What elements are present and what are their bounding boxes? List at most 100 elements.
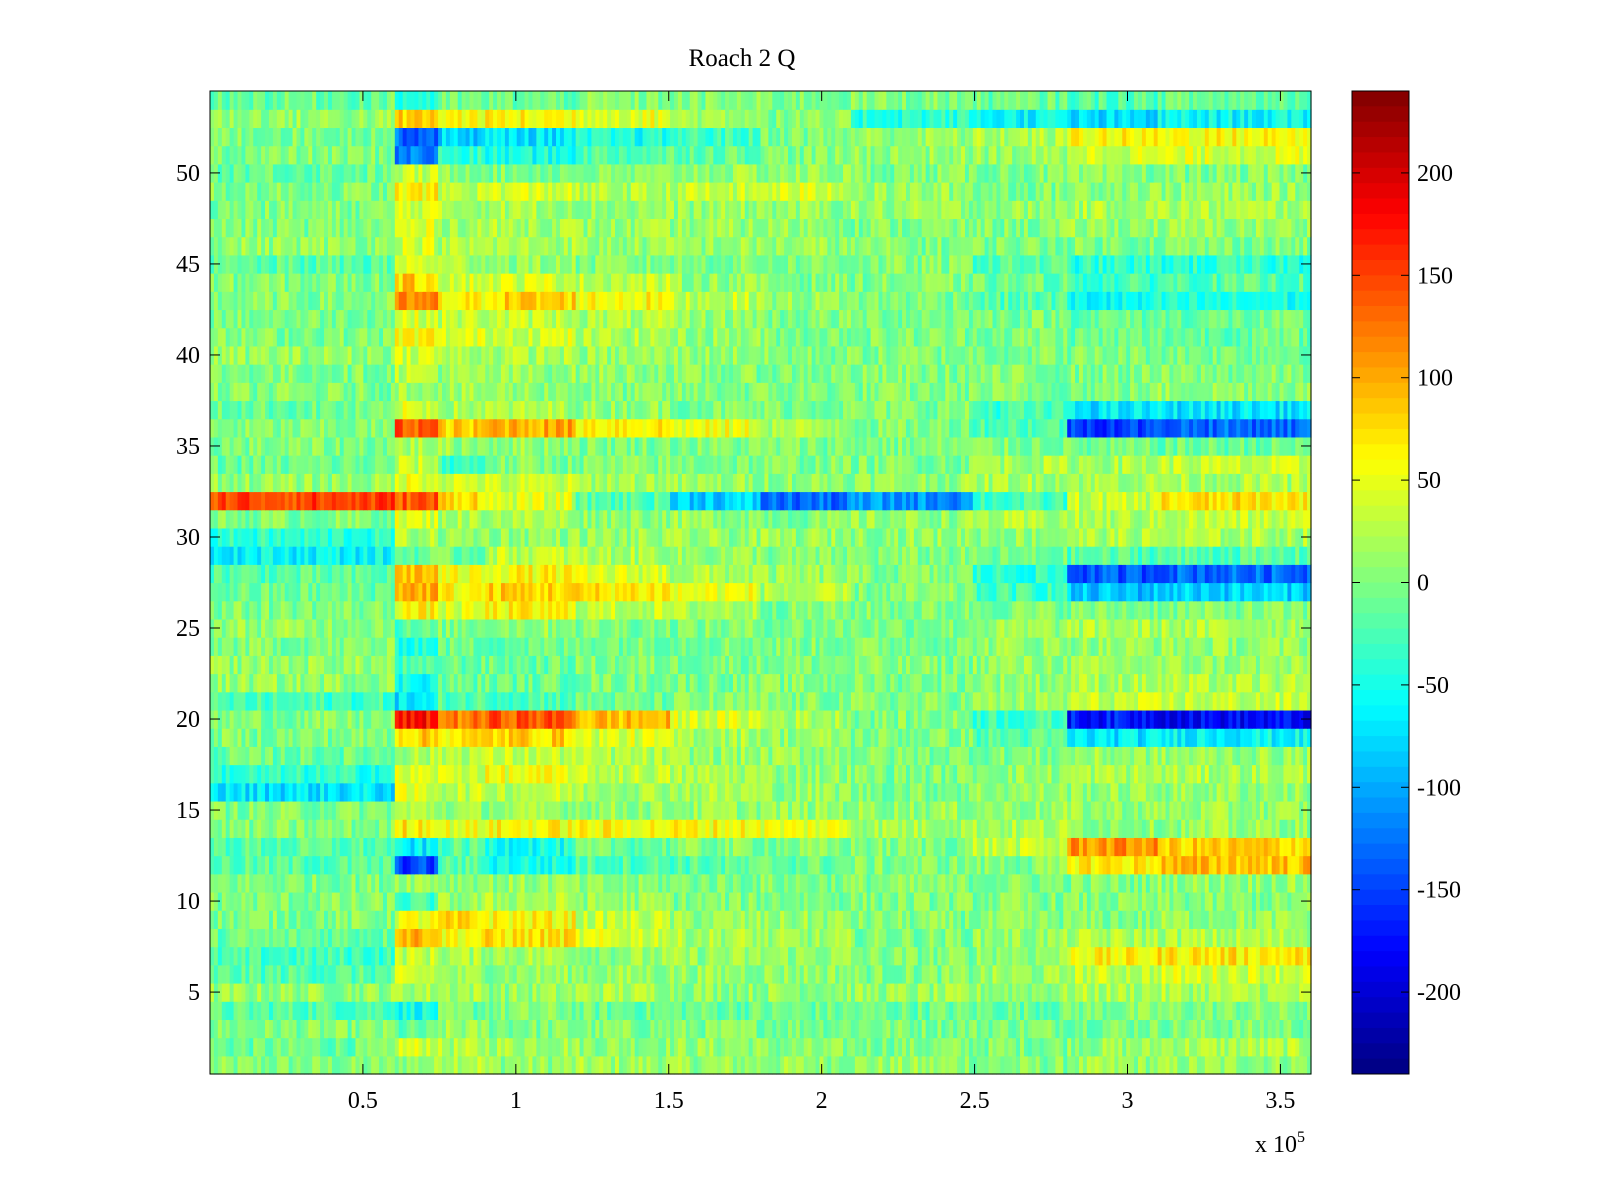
heatmap-cell [646, 1037, 651, 1057]
heatmap-cell [607, 855, 612, 875]
heatmap-cell [559, 800, 565, 820]
heatmap-cell [1303, 873, 1308, 893]
heatmap-cell [705, 782, 710, 802]
heatmap-cell [265, 1037, 270, 1057]
heatmap-cell [559, 855, 565, 875]
heatmap-cell [1122, 819, 1127, 838]
heatmap-cell [241, 819, 246, 838]
heatmap-cell [961, 1001, 966, 1020]
heatmap-cell [980, 855, 986, 875]
heatmap-cell [1208, 1055, 1214, 1075]
heatmap-cell [654, 982, 659, 1002]
heatmap-cell [1137, 910, 1143, 929]
heatmap-cell [933, 1037, 939, 1057]
heatmap-cell [261, 928, 266, 948]
heatmap-cell [268, 764, 274, 784]
heatmap-cell [666, 928, 671, 948]
heatmap-cell [894, 873, 899, 893]
heatmap-cell [1228, 873, 1233, 893]
heatmap-cell [213, 1019, 219, 1039]
heatmap-cell [1157, 982, 1163, 1002]
heatmap-cell [284, 964, 290, 984]
heatmap-cell [1090, 855, 1096, 875]
heatmap-cell [500, 982, 506, 1002]
heatmap-cell [886, 855, 891, 875]
heatmap-cell [1067, 964, 1072, 984]
heatmap-cell [1279, 1001, 1285, 1020]
heatmap-cell [701, 746, 707, 766]
heatmap-cell [1173, 1001, 1178, 1020]
heatmap-cell [1271, 1001, 1277, 1020]
heatmap-cell [607, 1055, 612, 1075]
heatmap-cell [996, 764, 1001, 784]
heatmap-cell [410, 891, 416, 911]
heatmap-cell [740, 891, 746, 911]
heatmap-cell [1263, 910, 1269, 929]
heatmap-cell [1075, 891, 1080, 911]
heatmap-cell [359, 946, 364, 966]
heatmap-cell [556, 746, 561, 766]
heatmap-cell [512, 891, 518, 911]
heatmap-cell [697, 873, 703, 893]
heatmap-cell [327, 1037, 333, 1057]
heatmap-cell [406, 855, 412, 875]
heatmap-cell [646, 964, 651, 984]
heatmap-cell [1169, 982, 1174, 1002]
heatmap-cell [1177, 819, 1182, 838]
heatmap-cell [528, 782, 534, 802]
heatmap-cell [434, 964, 439, 984]
heatmap-cell [430, 928, 435, 948]
heatmap-cell [732, 782, 738, 802]
heatmap-cell [949, 800, 954, 820]
heatmap-cell [418, 782, 423, 802]
heatmap-cell [894, 891, 899, 911]
heatmap-cell [685, 891, 691, 911]
heatmap-cell [815, 1001, 821, 1020]
heatmap-cell [1169, 855, 1174, 875]
heatmap-cell [1000, 1019, 1005, 1039]
heatmap-cell [367, 1037, 372, 1057]
heatmap-cell [1137, 946, 1143, 966]
heatmap-cell [237, 928, 243, 948]
heatmap-cell [772, 946, 777, 966]
heatmap-cell [434, 800, 439, 820]
heatmap-cell [1071, 1037, 1076, 1057]
heatmap-cell [882, 982, 887, 1002]
heatmap-cell [953, 946, 958, 966]
heatmap-cell [886, 819, 891, 838]
heatmap-cell [626, 891, 632, 911]
heatmap-cell [308, 891, 313, 911]
heatmap-cell [658, 746, 663, 766]
heatmap-cell [1295, 928, 1300, 948]
heatmap-cell [1118, 855, 1123, 875]
heatmap-cell [748, 764, 754, 784]
heatmap-cell [449, 873, 455, 893]
heatmap-cell [284, 746, 290, 766]
heatmap-cell [257, 891, 262, 911]
heatmap-cell [902, 819, 907, 838]
heatmap-cell [1023, 855, 1029, 875]
heatmap-cell [937, 928, 942, 948]
heatmap-cell [937, 946, 942, 966]
heatmap-cell [1059, 1019, 1064, 1039]
heatmap-cell [272, 1037, 278, 1057]
heatmap-cell [532, 819, 537, 838]
heatmap-cell [957, 1037, 962, 1057]
heatmap-cell [622, 873, 628, 893]
heatmap-cell [343, 782, 349, 802]
heatmap-cell [756, 837, 762, 857]
heatmap-cell [563, 764, 569, 784]
heatmap-cell [878, 873, 883, 893]
heatmap-cell [1106, 910, 1112, 929]
heatmap-cell [438, 837, 443, 857]
heatmap-cell [780, 964, 785, 984]
heatmap-cell [249, 764, 254, 784]
heatmap-cell [854, 873, 860, 893]
heatmap-cell [284, 837, 290, 857]
heatmap-cell [717, 1037, 722, 1057]
heatmap-cell [1248, 764, 1253, 784]
heatmap-cell [1043, 1055, 1049, 1075]
heatmap-cell [677, 964, 683, 984]
heatmap-cell [654, 1001, 659, 1020]
heatmap-cell [253, 837, 258, 857]
